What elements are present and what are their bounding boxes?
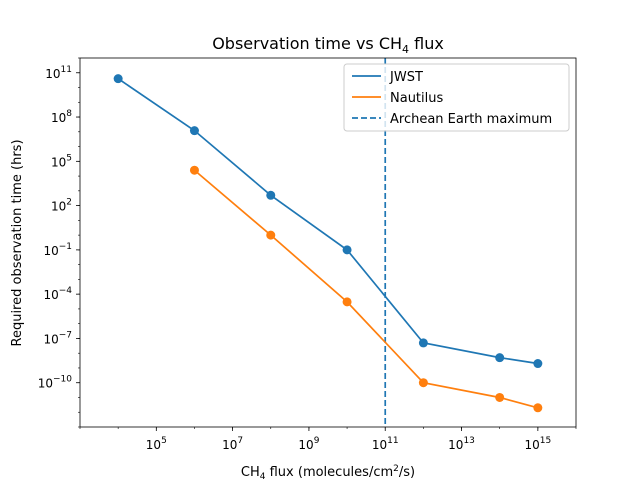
- y-tick-label: 1011: [45, 65, 72, 81]
- data-point-jwst: [533, 359, 543, 369]
- legend-box: [343, 63, 570, 132]
- x-tick-label: 1015: [524, 436, 551, 452]
- y-tick-label: 10−4: [43, 286, 72, 302]
- data-point-nautilus: [533, 403, 543, 413]
- data-point-nautilus: [342, 297, 352, 307]
- y-tick-label: 108: [51, 109, 72, 125]
- y-tick-label: 102: [51, 198, 72, 214]
- x-tick-label: 1013: [448, 436, 475, 452]
- y-tick-label: 105: [51, 153, 72, 169]
- x-axis-label: CH4 flux (molecules/cm2/s): [241, 464, 415, 480]
- data-point-nautilus: [495, 392, 505, 402]
- legend: JWST Nautilus Archean Earth maximum: [343, 63, 570, 132]
- data-point-jwst: [266, 190, 276, 200]
- legend-label-nautilus: Nautilus: [390, 91, 443, 106]
- y-axis-label: Required observation time (hrs): [10, 139, 25, 346]
- data-point-jwst: [189, 126, 199, 136]
- data-point-jwst: [113, 74, 123, 84]
- data-point-nautilus: [189, 165, 199, 175]
- plot-area: 105 107 109 1011 1013 1015 10−10 10−7 10−4 10−1 10…: [38, 57, 577, 452]
- legend-label-jwst: JWST: [389, 70, 423, 85]
- data-point-nautilus: [418, 378, 428, 388]
- x-tick-label: 105: [146, 436, 167, 452]
- chart-title: Observation time vs CH4 flux: [212, 34, 444, 56]
- x-tick-label: 1011: [372, 436, 399, 452]
- legend-label-archean: Archean Earth maximum: [390, 112, 552, 127]
- data-point-jwst: [342, 245, 352, 255]
- data-point-jwst: [495, 353, 505, 363]
- series-line-nautilus: [193, 169, 539, 409]
- y-tick-label: 10−1: [43, 242, 72, 258]
- x-tick-label: 109: [298, 436, 319, 452]
- axes-frame: [79, 57, 577, 428]
- y-tick-label: 10−7: [43, 330, 72, 346]
- data-point-jwst: [418, 338, 428, 348]
- y-tick-label: 10−10: [38, 375, 73, 391]
- data-point-nautilus: [266, 230, 276, 240]
- x-tick-label: 107: [222, 436, 243, 452]
